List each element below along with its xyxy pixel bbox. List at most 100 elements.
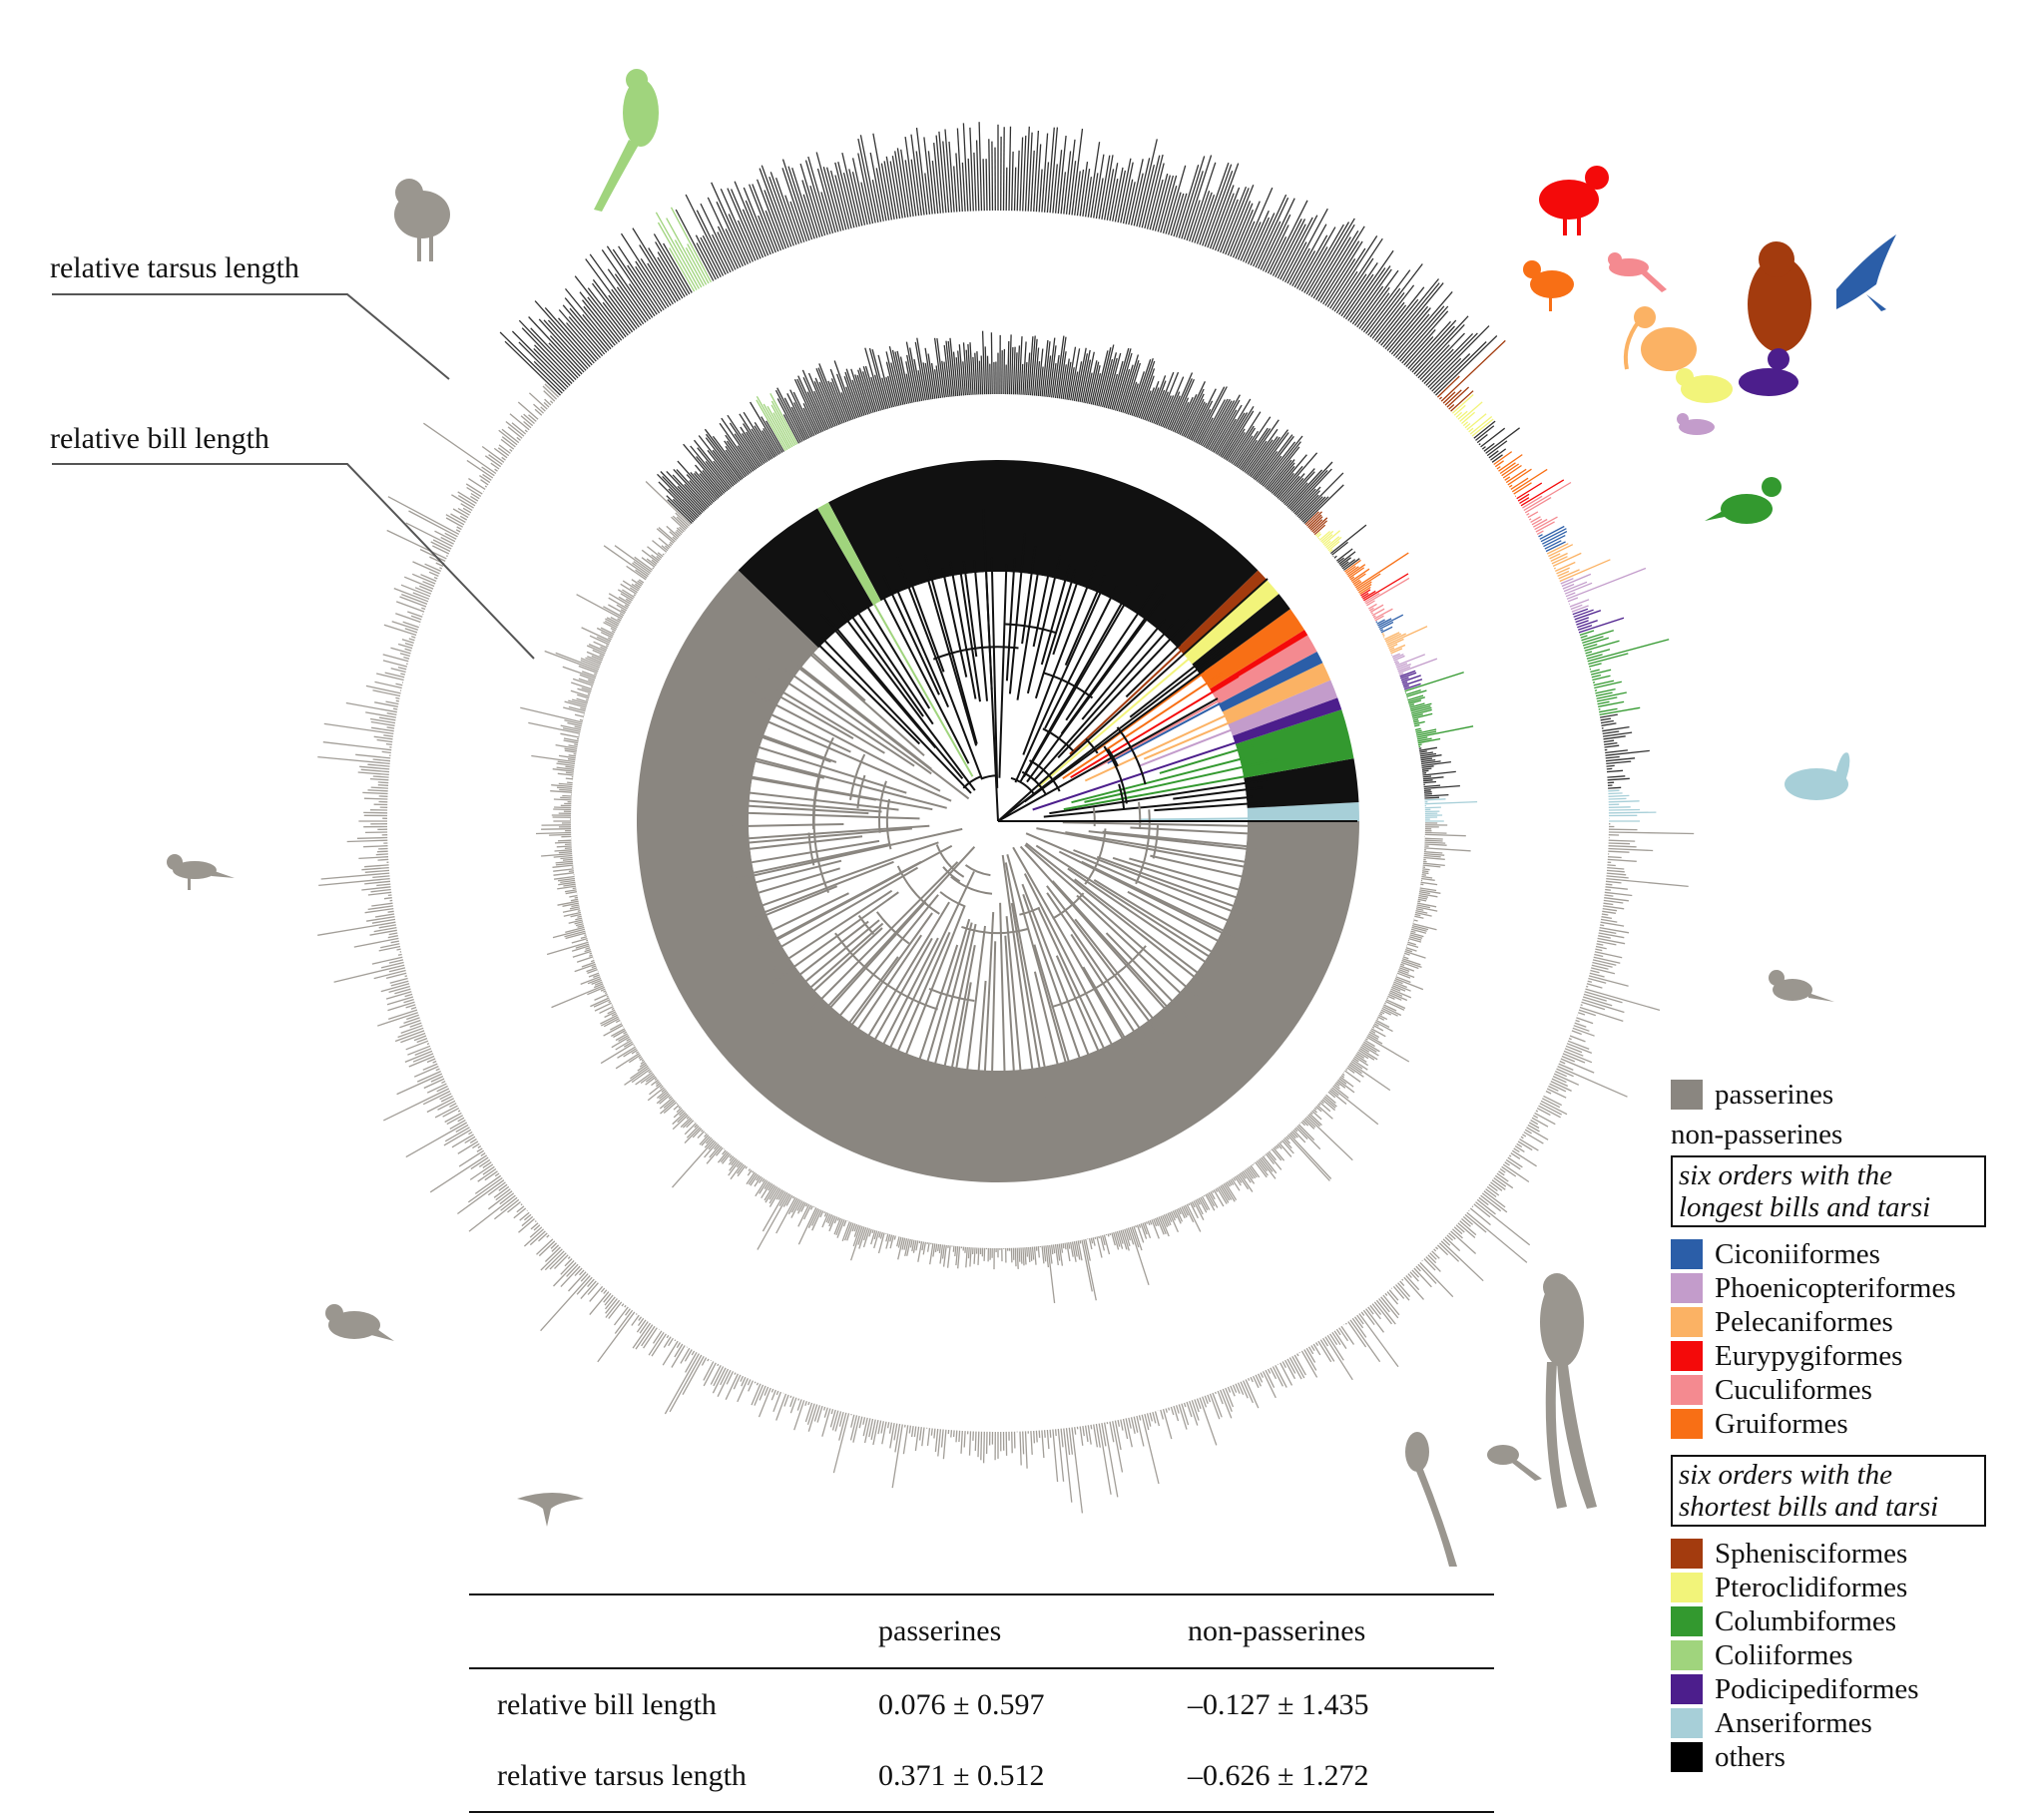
- trait-bar: [1400, 961, 1419, 970]
- trait-bar: [1414, 915, 1424, 919]
- trait-bar: [458, 1149, 485, 1167]
- trait-bar: [570, 913, 582, 918]
- trait-bar: [546, 1234, 550, 1238]
- trait-bar: [1473, 420, 1496, 439]
- trait-bar: [524, 429, 528, 433]
- trait-bar: [457, 1140, 479, 1154]
- trait-bar: [606, 617, 620, 625]
- trait-bar: [841, 1221, 851, 1242]
- trait-bar: [792, 391, 815, 436]
- trait-bar: [745, 1165, 748, 1169]
- trait-bar: [1335, 257, 1374, 314]
- trait-bar: [704, 1141, 718, 1158]
- trait-bar: [1184, 398, 1205, 438]
- trait-bar: [1122, 1418, 1129, 1440]
- trait-bar: [1586, 654, 1603, 660]
- trait-bar: [1347, 267, 1386, 321]
- row-passerines-value: 0.371 ± 0.512: [878, 1741, 1188, 1813]
- trait-bar: [1369, 1029, 1376, 1034]
- trait-bar: [862, 1417, 866, 1425]
- trait-bar: [1248, 1378, 1251, 1381]
- trait-bar: [1418, 746, 1438, 751]
- trait-bar: [626, 1038, 631, 1042]
- trait-bar: [933, 1428, 936, 1439]
- trait-bar: [943, 344, 951, 397]
- tree-branch: [1082, 966, 1142, 1067]
- trait-bar: [1444, 389, 1462, 406]
- trait-bar: [1401, 1278, 1404, 1281]
- trait-bar: [1606, 875, 1629, 879]
- trait-bar: [822, 1406, 826, 1411]
- trait-bar: [388, 1009, 418, 1021]
- trait-bar: [1405, 1274, 1420, 1291]
- trait-bar: [613, 1029, 627, 1039]
- trait-bar: [769, 392, 798, 445]
- trait-bar: [1300, 496, 1326, 522]
- trait-bar: [1174, 1209, 1182, 1224]
- trait-bar: [1277, 452, 1318, 499]
- trait-bar: [1420, 757, 1433, 761]
- trait-bar: [1596, 696, 1618, 702]
- trait-bar: [1283, 1136, 1290, 1144]
- trait-bar: [1075, 347, 1087, 402]
- trait-bar: [1406, 943, 1419, 949]
- trait-bar: [875, 168, 887, 222]
- trait-bar: [558, 309, 601, 358]
- trait-bar: [1210, 399, 1241, 452]
- tree-branch: [741, 811, 920, 820]
- trait-bar: [620, 583, 637, 595]
- trait-bar: [1606, 764, 1615, 767]
- trait-bar: [1466, 1211, 1528, 1263]
- trait-bar: [628, 1054, 642, 1064]
- trait-bar: [1423, 780, 1437, 784]
- summary-table-header: passerines non-passerines: [469, 1593, 1494, 1669]
- tree-branch: [950, 945, 976, 1071]
- trait-bar: [608, 593, 630, 607]
- trait-bar: [1163, 391, 1181, 428]
- trait-bar: [748, 184, 776, 253]
- trait-bar: [1448, 1232, 1456, 1240]
- trait-bar: [542, 385, 558, 400]
- trait-bar: [500, 438, 515, 450]
- tree-branch: [914, 944, 959, 1072]
- trait-bar: [754, 1384, 765, 1406]
- trait-bar: [764, 190, 787, 249]
- trait-bar: [1109, 1232, 1112, 1236]
- trait-bar: [671, 1345, 686, 1368]
- trait-bar: [924, 173, 931, 215]
- trait-bar: [1340, 262, 1378, 317]
- trait-bar: [1295, 1127, 1308, 1139]
- legend-item-cuculiformes: Cuculiformes: [1671, 1373, 2040, 1407]
- trait-bar: [1190, 388, 1217, 441]
- trait-bar: [404, 975, 408, 978]
- trait-bar: [969, 342, 974, 395]
- trait-bar: [413, 1066, 439, 1078]
- trait-bar: [1286, 1358, 1296, 1374]
- trait-bar: [767, 1183, 773, 1191]
- trait-bar: [813, 390, 831, 429]
- trait-bar: [443, 1129, 472, 1146]
- trait-bar: [657, 222, 698, 291]
- trait-bar: [1602, 725, 1630, 732]
- legend-item-pteroclidiformes: Pteroclidiformes: [1671, 1571, 2040, 1604]
- trait-bar: [609, 1023, 623, 1031]
- trait-bar: [975, 140, 980, 212]
- trait-bar: [1084, 1425, 1089, 1443]
- trait-bar: [1327, 1091, 1336, 1099]
- trait-bar: [1153, 1218, 1158, 1227]
- trait-bar: [1419, 750, 1427, 753]
- tree-branch: [963, 925, 986, 1092]
- trait-bar: [1200, 1196, 1209, 1211]
- trait-bar: [1271, 1148, 1282, 1161]
- trait-bar: [1260, 198, 1295, 270]
- trait-bar: [543, 390, 556, 402]
- trait-bar: [1156, 371, 1180, 426]
- trait-bar: [674, 1343, 684, 1358]
- trait-bar: [1113, 1231, 1120, 1250]
- trait-bar: [856, 374, 871, 414]
- trait-bar: [435, 562, 444, 567]
- trait-bar: [639, 1057, 644, 1062]
- tree-root-branch: [997, 697, 1219, 822]
- trait-bar: [1526, 513, 1530, 516]
- trait-bar: [1355, 1053, 1365, 1059]
